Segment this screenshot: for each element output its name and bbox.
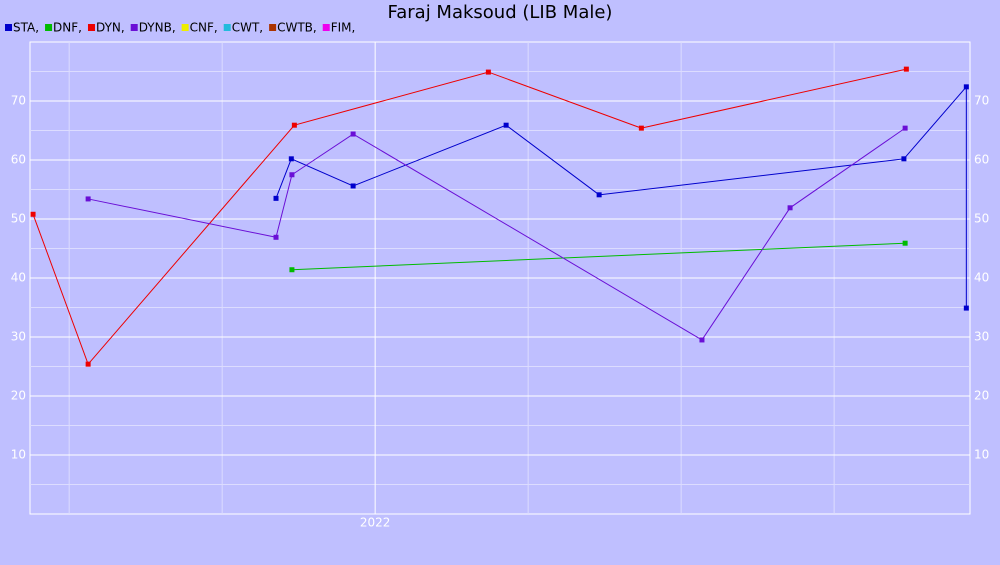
data-point xyxy=(485,69,491,75)
data-point xyxy=(596,192,602,198)
y2-tick-label: 60 xyxy=(974,153,989,167)
y-tick-label: 60 xyxy=(11,153,26,167)
data-point xyxy=(350,183,356,189)
y2-tick-label: 10 xyxy=(974,448,989,462)
data-point xyxy=(350,131,356,137)
legend-label: DYNB, xyxy=(139,21,176,35)
data-point xyxy=(85,361,91,367)
legend-swatch xyxy=(223,24,231,31)
data-point xyxy=(289,267,295,273)
y2-tick-label: 20 xyxy=(974,389,989,403)
y-tick-label: 30 xyxy=(11,330,26,344)
y2-tick-label: 50 xyxy=(974,212,989,226)
legend-label: STA, xyxy=(13,21,39,35)
data-point xyxy=(288,156,294,162)
series-line xyxy=(291,242,906,271)
y2-tick-label: 40 xyxy=(974,271,989,285)
data-point xyxy=(291,122,297,128)
data-point xyxy=(903,66,909,72)
data-point xyxy=(787,205,793,211)
y2-tick-label: 30 xyxy=(974,330,989,344)
legend-label: CWTB, xyxy=(277,21,317,35)
series-line xyxy=(275,85,967,309)
data-point xyxy=(699,337,705,343)
y-tick-label: 20 xyxy=(11,389,26,403)
data-point xyxy=(85,196,91,202)
legend-swatch xyxy=(181,24,189,31)
legend-swatch xyxy=(5,24,12,31)
y2-tick-label: 70 xyxy=(974,94,989,108)
legend-label: DNF, xyxy=(53,21,82,35)
data-point xyxy=(273,195,279,201)
y-tick-label: 50 xyxy=(11,212,26,226)
data-point xyxy=(902,125,908,131)
legend-label: FIM, xyxy=(331,21,356,35)
y-tick-label: 10 xyxy=(11,448,26,462)
legend-label: CNF, xyxy=(190,21,218,35)
legend-swatch xyxy=(269,24,277,31)
legend-swatch xyxy=(130,24,138,31)
legend-swatch xyxy=(322,24,330,31)
data-point xyxy=(901,156,907,162)
legend-swatch xyxy=(87,24,95,31)
chart-title: Faraj Maksoud (LIB Male) xyxy=(388,2,613,23)
data-point xyxy=(963,305,969,311)
legend-swatch xyxy=(45,24,53,31)
data-point xyxy=(638,125,644,131)
y-tick-label: 70 xyxy=(11,94,26,108)
legend-label: DYN, xyxy=(96,21,125,35)
data-point xyxy=(273,234,279,240)
series-line xyxy=(32,68,907,366)
data-point xyxy=(963,84,969,90)
data-point xyxy=(902,240,908,246)
data-point xyxy=(289,172,295,178)
x-tick-label: 2022 xyxy=(360,516,391,530)
y-tick-label: 40 xyxy=(11,271,26,285)
legend-label: CWT, xyxy=(232,21,263,35)
data-point xyxy=(30,211,36,217)
data-point xyxy=(503,122,509,128)
